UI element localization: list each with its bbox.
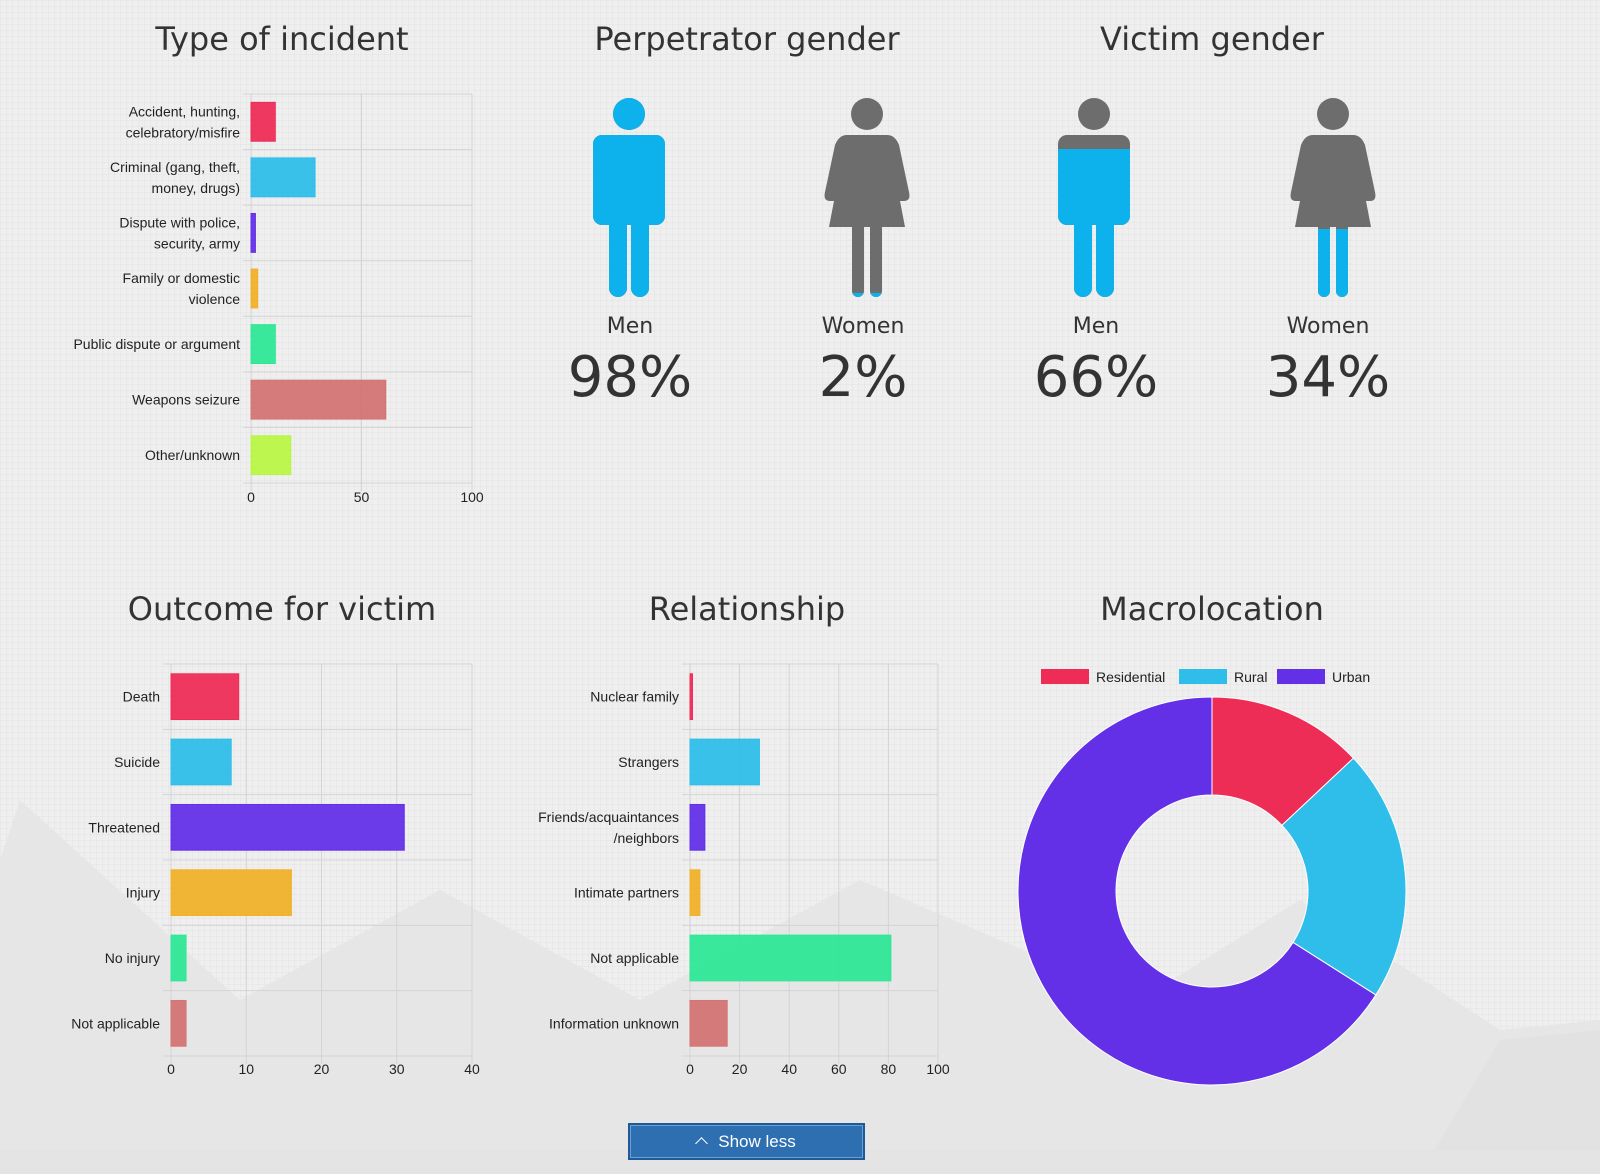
show-less-button[interactable]: Show less [628,1123,865,1160]
incident-bar [250,435,292,476]
outcome-tick-label: 20 [314,1061,330,1077]
outcome-bar [170,738,232,786]
macro-legend-label: Residential [1096,669,1165,685]
incident-tick-label: 100 [460,489,484,505]
victim-women-icon [1290,98,1376,297]
relationship-category-label: /neighbors [614,830,679,846]
victim-men-icon [1058,98,1130,297]
incident-category-label: Dispute with police, [119,214,240,230]
outcome-category-label: Death [123,689,160,705]
relationship-category-label: Not applicable [590,950,679,966]
outcome-bar [170,803,405,851]
incident-bar [250,268,259,309]
perpetrator-title: Perpetrator gender [594,20,900,58]
relationship-category-label: Strangers [618,754,679,770]
relationship-bar [689,999,728,1047]
incident-title: Type of incident [155,20,409,58]
incident-bar [250,324,276,365]
relationship-title: Relationship [648,590,846,628]
relationship-bar [689,673,693,721]
relationship-bar [689,803,706,851]
incident-category-label: money, drugs) [152,180,240,196]
incident-category-label: Criminal (gang, theft, [110,159,240,175]
incident-category-label: Family or domestic [123,270,240,286]
perpetrator-women-icon [824,98,910,297]
relationship-category-label: Intimate partners [574,885,679,901]
incident-category-label: celebratory/misfire [126,124,241,140]
incident-category-label: Public dispute or argument [73,336,240,352]
outcome-category-label: Not applicable [71,1015,160,1031]
perpetrator-women-label: Women [821,314,905,339]
relationship-tick-label: 60 [831,1061,847,1077]
perpetrator-men-label: Men [606,314,654,339]
incident-bar [250,101,276,142]
macro-slice [1017,696,1377,1086]
victim-women-label: Women [1286,314,1370,339]
outcome-title: Outcome for victim [127,590,437,628]
outcome-tick-label: 40 [464,1061,480,1077]
outcome-tick-label: 0 [167,1061,175,1077]
macro-title: Macrolocation [1100,590,1324,628]
incident-category-label: Other/unknown [145,447,240,463]
relationship-tick-label: 40 [781,1061,797,1077]
relationship-bar [689,869,701,917]
perpetrator-men-icon [593,98,665,297]
relationship-tick-label: 80 [881,1061,897,1077]
incident-bar [250,157,316,198]
perpetrator-women-percent: 2% [818,345,908,410]
relationship-tick-label: 100 [926,1061,950,1077]
relationship-tick-label: 0 [686,1061,694,1077]
incident-tick-label: 0 [247,489,255,505]
macro-legend-label: Rural [1234,669,1267,685]
victim-men-label: Men [1072,314,1120,339]
incident-category-label: Weapons seizure [132,392,240,408]
outcome-category-label: No injury [105,950,160,966]
outcome-tick-label: 30 [389,1061,405,1077]
incident-category-label: Accident, hunting, [129,103,240,119]
show-less-label: Show less [718,1131,796,1151]
victim-women-percent: 34% [1265,345,1391,410]
incident-category-label: security, army [154,235,240,251]
relationship-category-label: Friends/acquaintances [538,809,679,825]
outcome-bar [170,673,240,721]
incident-category-label: violence [189,291,241,307]
relationship-bar [689,934,892,982]
incident-bar [250,212,256,253]
macro-legend-swatch [1179,669,1227,684]
outcome-bar [170,869,292,917]
outcome-bar [170,934,187,982]
outcome-bar [170,999,187,1047]
macro-legend-swatch [1041,669,1089,684]
outcome-category-label: Threatened [88,819,160,835]
macro-legend-swatch [1277,669,1325,684]
incident-bar [250,379,387,420]
perpetrator-men-percent: 98% [567,345,693,410]
outcome-category-label: Injury [126,885,160,901]
victim-title: Victim gender [1100,20,1324,58]
incident-tick-label: 50 [354,489,370,505]
chevron-up-icon [695,1137,709,1150]
outcome-category-label: Suicide [114,754,160,770]
relationship-bar [689,738,760,786]
outcome-tick-label: 10 [238,1061,254,1077]
relationship-category-label: Nuclear family [590,689,679,705]
relationship-category-label: Information unknown [549,1015,679,1031]
victim-men-percent: 66% [1033,345,1159,410]
relationship-tick-label: 20 [732,1061,748,1077]
macro-legend-label: Urban [1332,669,1370,685]
macro-slice [1281,757,1407,996]
